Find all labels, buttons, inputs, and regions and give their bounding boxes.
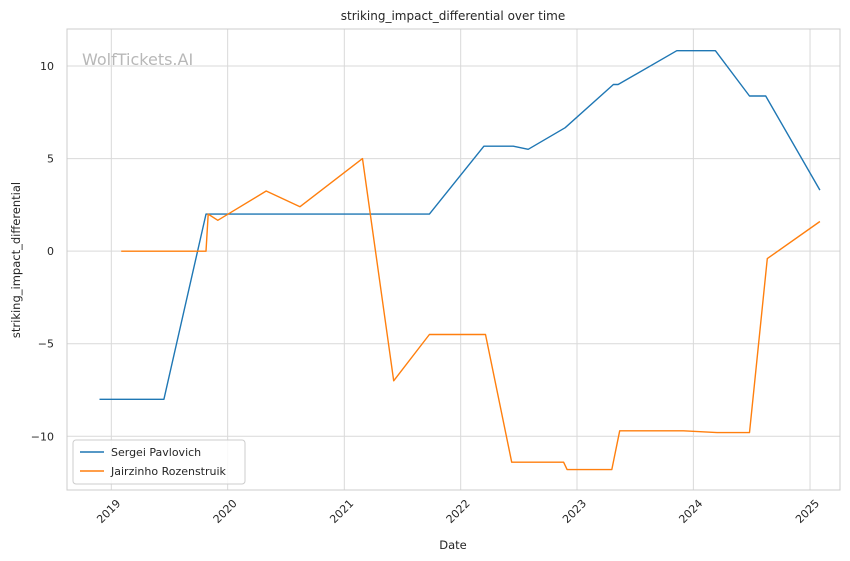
legend: Sergei Pavlovich Jairzinho Rozenstruik	[72, 439, 246, 485]
y-gridlines	[67, 65, 840, 437]
legend-label-jairzinho-rozenstruik: Jairzinho Rozenstruik	[110, 465, 227, 478]
legend-box	[72, 439, 246, 485]
x-axis-title: Date	[439, 538, 467, 552]
chart-title: striking_impact_differential over time	[341, 9, 566, 23]
plot-frame	[66, 28, 841, 491]
watermark: WolfTickets.AI	[82, 50, 193, 69]
y-tick-label: −5	[38, 338, 54, 351]
series-line-jairzinho-rozenstruik	[121, 157, 821, 471]
series-layer	[99, 50, 821, 471]
legend-label-sergei-pavlovich: Sergei Pavlovich	[111, 446, 201, 459]
series-line-sergei-pavlovich	[99, 50, 821, 400]
y-tick-label: 5	[47, 153, 54, 166]
y-tick-label: 0	[47, 245, 54, 258]
x-gridlines	[110, 29, 811, 490]
y-tick-labels: −10 −5 0 5 10	[31, 60, 54, 443]
y-tick-label: −10	[31, 430, 54, 443]
plot-area	[67, 29, 840, 490]
y-tick-label: 10	[40, 60, 54, 73]
y-axis-title: striking_impact_differential	[9, 182, 23, 338]
